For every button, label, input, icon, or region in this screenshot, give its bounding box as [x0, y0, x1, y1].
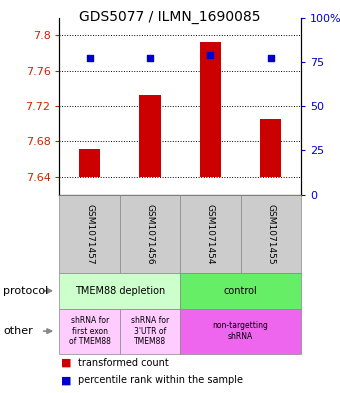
Bar	[200, 42, 221, 177]
Text: GDS5077 / ILMN_1690085: GDS5077 / ILMN_1690085	[79, 10, 261, 24]
Text: ■: ■	[61, 375, 72, 385]
Text: ■: ■	[61, 358, 72, 367]
Text: transformed count: transformed count	[78, 358, 169, 367]
Text: protocol: protocol	[3, 286, 49, 296]
Point	[208, 51, 213, 58]
Bar	[79, 149, 100, 177]
Text: GSM1071454: GSM1071454	[206, 204, 215, 264]
Bar	[139, 95, 160, 177]
Point	[268, 55, 273, 62]
Text: control: control	[224, 286, 257, 296]
Point	[147, 55, 153, 62]
Text: shRNA for
first exon
of TMEM88: shRNA for first exon of TMEM88	[69, 316, 110, 346]
Point	[87, 55, 92, 62]
Text: percentile rank within the sample: percentile rank within the sample	[78, 375, 243, 385]
Text: TMEM88 depletion: TMEM88 depletion	[75, 286, 165, 296]
Text: non-targetting
shRNA: non-targetting shRNA	[212, 321, 269, 341]
Bar	[260, 119, 281, 177]
Text: shRNA for
3'UTR of
TMEM88: shRNA for 3'UTR of TMEM88	[131, 316, 169, 346]
Text: other: other	[3, 326, 33, 336]
Text: GSM1071455: GSM1071455	[266, 204, 275, 264]
Text: GSM1071457: GSM1071457	[85, 204, 94, 264]
Text: GSM1071456: GSM1071456	[146, 204, 154, 264]
